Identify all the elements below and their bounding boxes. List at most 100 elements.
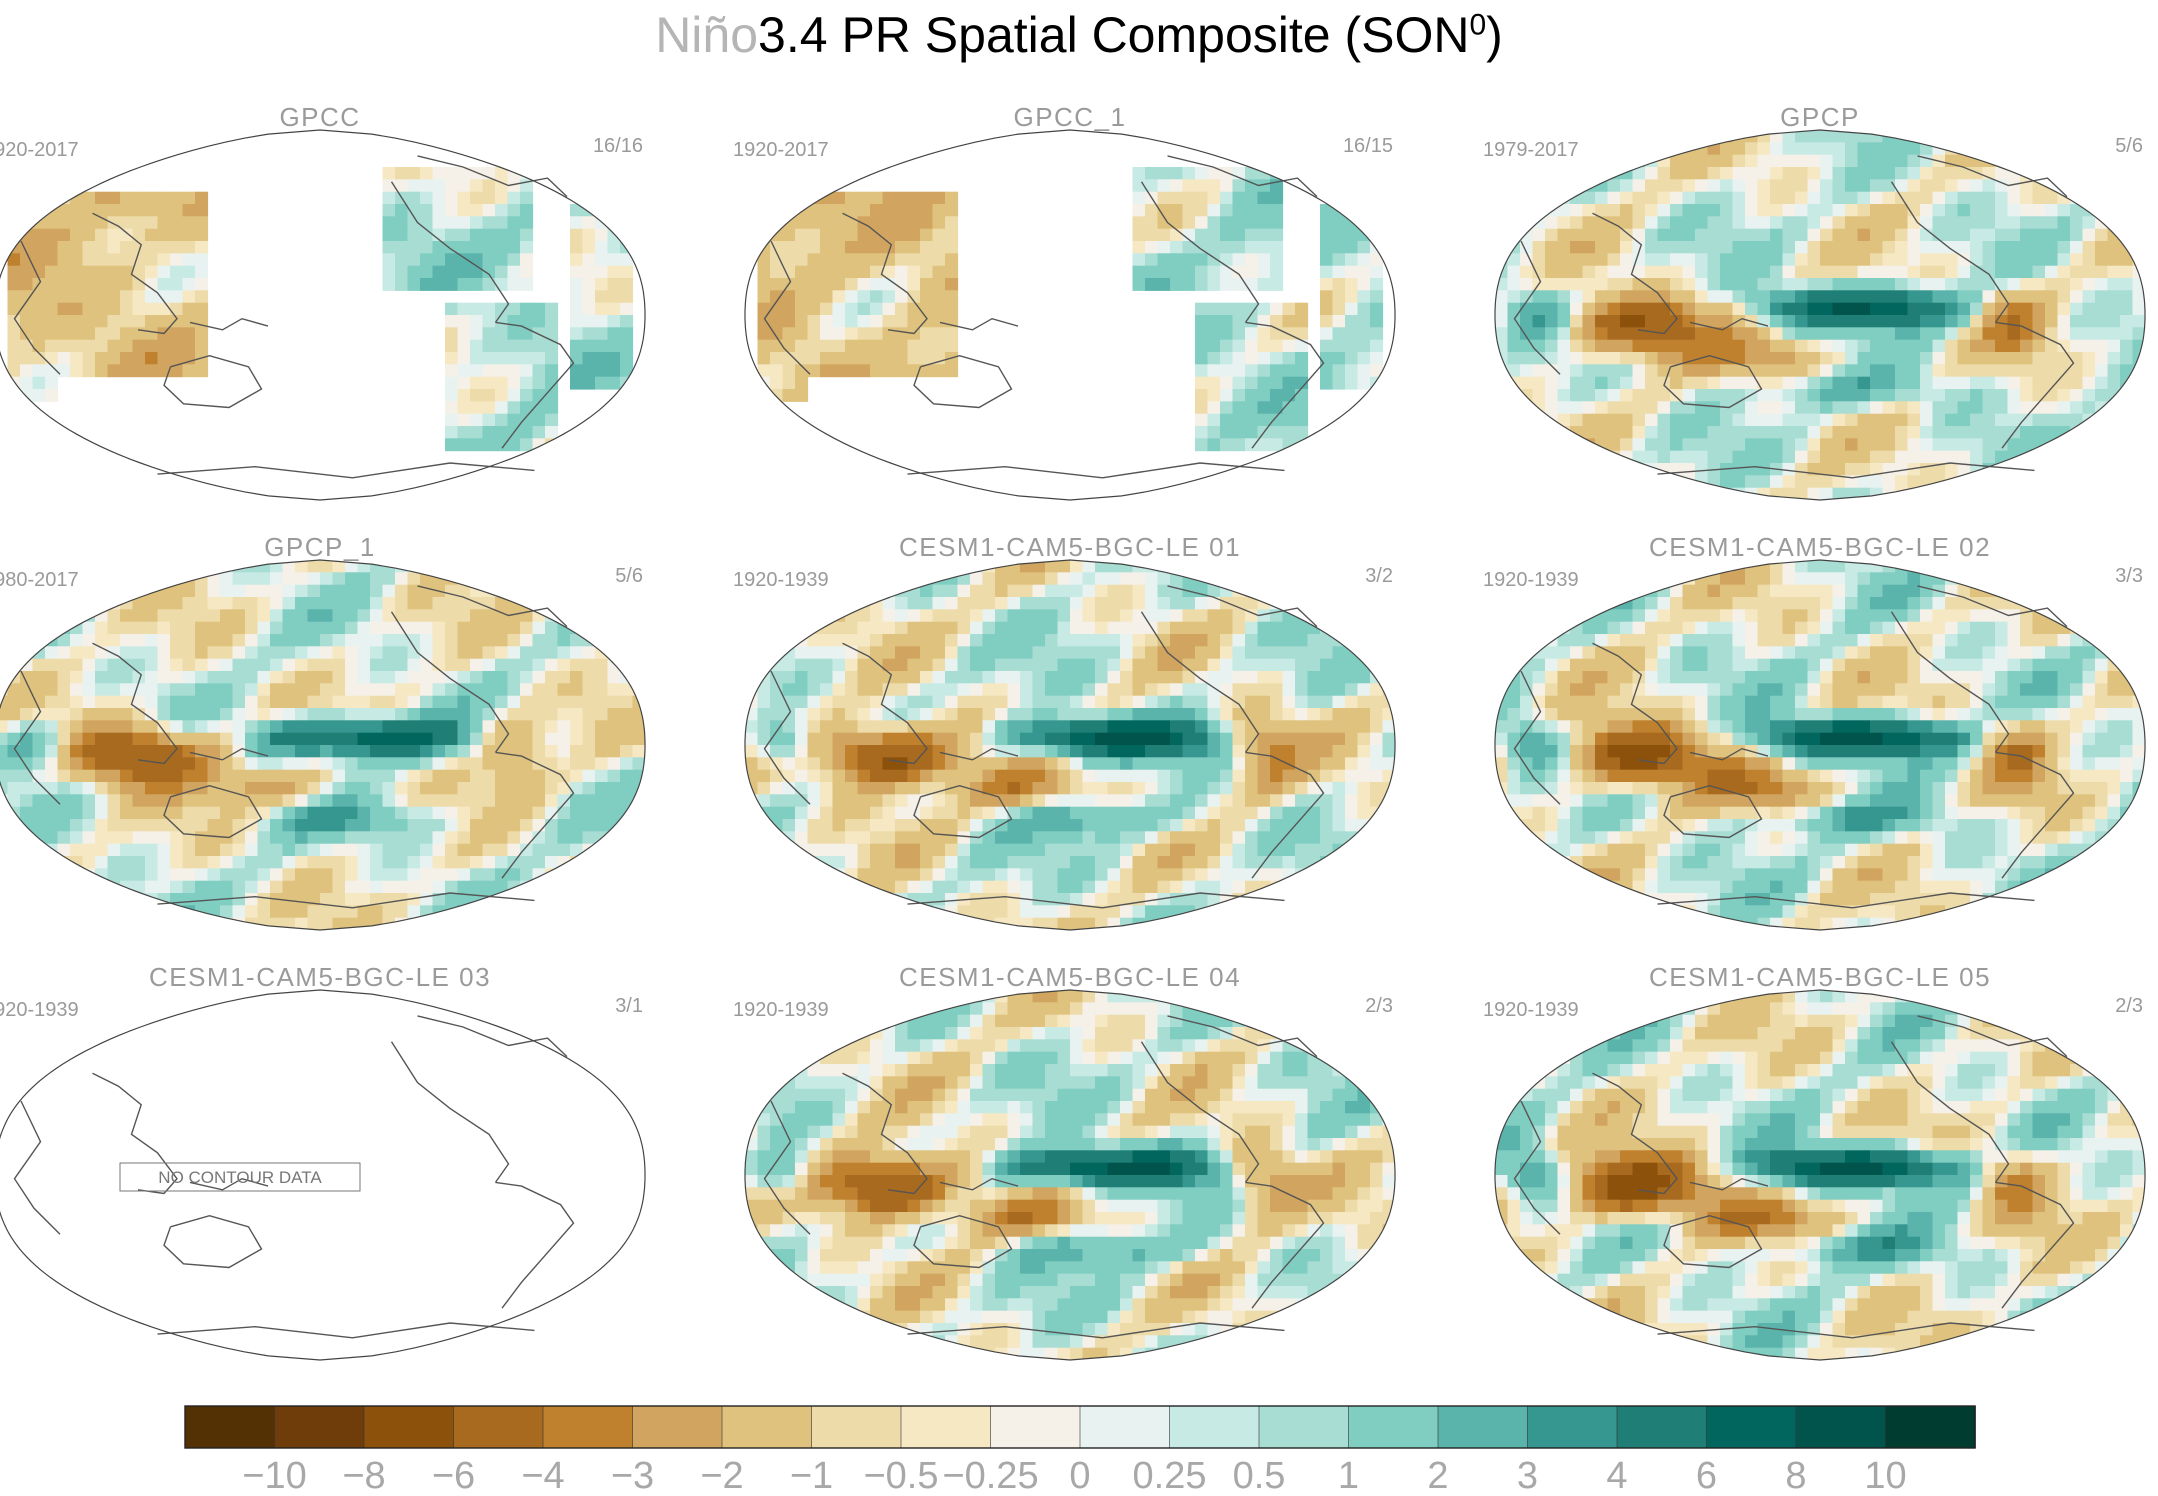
colorbar-tick-label: −6 xyxy=(432,1455,475,1496)
colorbar-swatch xyxy=(1079,1405,1171,1449)
coastline xyxy=(763,585,1325,909)
colorbar-tick-label: −0.25 xyxy=(942,1455,1038,1496)
colorbar-swatch xyxy=(1258,1405,1350,1449)
map-panel: CESM1-CAM5-BGC-LE 01 1920-1939 3/2 xyxy=(733,532,1396,931)
panel-counts: 3/3 xyxy=(2115,565,2143,587)
panel-years: 1980-2017 xyxy=(0,569,79,591)
coastline xyxy=(13,585,575,909)
panel-years: 1920-1939 xyxy=(1483,999,1579,1021)
map-field xyxy=(0,130,645,500)
map-outline xyxy=(0,989,646,1361)
colorbar-swatch xyxy=(990,1405,1081,1449)
colorbar-tick-label: 0.5 xyxy=(1233,1455,1286,1496)
panel-years: 1920-1939 xyxy=(733,569,829,591)
colorbar-tick-label: 6 xyxy=(1696,1455,1717,1496)
panel-counts: 3/1 xyxy=(615,995,643,1017)
colorbar-swatch xyxy=(900,1405,992,1449)
colorbar-tick-label: 3 xyxy=(1517,1455,1538,1496)
colorbar-swatch xyxy=(1437,1405,1529,1449)
map-outline xyxy=(744,559,1396,931)
colorbar-swatch xyxy=(542,1405,634,1449)
chart-title: Niño3.4 PR Spatial Composite (SON0) xyxy=(655,7,1503,63)
colorbar-tick-label: 10 xyxy=(1864,1455,1906,1496)
panel-years: 1920-2017 xyxy=(733,139,829,161)
coastline xyxy=(1513,585,2075,909)
colorbar-swatch xyxy=(811,1405,902,1449)
no-data-box xyxy=(119,1162,361,1192)
panel-title: GPCC_1 xyxy=(1013,102,1126,132)
colorbar-swatch xyxy=(453,1405,544,1449)
colorbar-tick-label: −2 xyxy=(700,1455,743,1496)
panel-counts: 16/15 xyxy=(1343,135,1393,157)
colorbar-tick-label: 8 xyxy=(1785,1455,1806,1496)
map-field xyxy=(745,130,1395,500)
colorbar-tick-label: −1 xyxy=(790,1455,833,1496)
colorbar-swatch xyxy=(1527,1405,1618,1449)
coastline xyxy=(1513,155,2075,479)
coastline xyxy=(13,155,575,479)
panel-title: GPCP_1 xyxy=(264,532,376,562)
no-data-message: NO CONTOUR DATA xyxy=(158,1168,322,1187)
map-field xyxy=(1495,990,2145,1360)
map-outline xyxy=(744,989,1396,1361)
colorbar-swatch xyxy=(1885,1405,1976,1449)
colorbar-swatch xyxy=(1795,1405,1887,1449)
map-outline xyxy=(744,129,1396,501)
colorbar-tick-label: 2 xyxy=(1427,1455,1448,1496)
map-panel: GPCC_1 1920-2017 16/15 xyxy=(733,102,1396,501)
colorbar-swatch xyxy=(632,1405,723,1449)
panel-title: CESM1-CAM5-BGC-LE 02 xyxy=(1649,532,1991,562)
panel-counts: 3/2 xyxy=(1365,565,1393,587)
panel-years: 1920-1939 xyxy=(1483,569,1579,591)
colorbar-tick-label: −8 xyxy=(342,1455,385,1496)
panel-title: CESM1-CAM5-BGC-LE 04 xyxy=(899,962,1241,992)
map-panels: GPCC1920-201716/16GPCC_11920-201716/15GP… xyxy=(0,102,2146,1361)
panel-years: 1920-1939 xyxy=(0,999,79,1021)
map-outline xyxy=(1494,989,2146,1361)
colorbar-tick-label: −4 xyxy=(521,1455,564,1496)
panel-years: 1920-1939 xyxy=(733,999,829,1021)
map-panel: GPCP_1 1980-2017 5/6 xyxy=(0,532,646,931)
coastline xyxy=(763,155,1325,479)
panel-title: CESM1-CAM5-BGC-LE 05 xyxy=(1649,962,1991,992)
map-outline xyxy=(0,559,646,931)
map-panel: CESM1-CAM5-BGC-LE 02 1920-1939 3/3 xyxy=(1483,532,2146,931)
map-panel: CESM1-CAM5-BGC-LE 04 1920-1939 2/3 xyxy=(733,962,1396,1361)
map-panel: GPCC 1920-2017 16/16 xyxy=(0,102,646,501)
panel-title: CESM1-CAM5-BGC-LE 01 xyxy=(899,532,1241,562)
panel-title: GPCP xyxy=(1780,102,1860,132)
coastline xyxy=(1513,1015,2075,1339)
colorbar-tick-label: 1 xyxy=(1338,1455,1359,1496)
panel-years: 1920-2017 xyxy=(0,139,79,161)
panel-title: GPCC xyxy=(279,102,360,132)
colorbar-tick-label: −10 xyxy=(242,1455,306,1496)
colorbar-swatch xyxy=(1169,1405,1260,1449)
colorbar-tick-label: −0.5 xyxy=(863,1455,938,1496)
panel-counts: 5/6 xyxy=(615,565,643,587)
colorbar-swatch xyxy=(721,1405,813,1449)
map-field xyxy=(745,990,1395,1360)
coastline xyxy=(13,1015,575,1339)
panel-counts: 2/3 xyxy=(2115,995,2143,1017)
colorbar-swatch xyxy=(184,1405,276,1449)
map-outline xyxy=(1494,129,2146,501)
colorbar-swatch xyxy=(1616,1405,1708,1449)
panel-counts: 2/3 xyxy=(1365,995,1393,1017)
map-panel: CESM1-CAM5-BGC-LE 03 1920-1939 3/1 NO CONTO… xyxy=(0,962,646,1361)
panel-counts: 16/16 xyxy=(593,135,643,157)
map-panel: GPCP 1979-2017 5/6 xyxy=(1483,102,2146,501)
map-field xyxy=(1495,130,2145,500)
colorbar-frame xyxy=(184,1405,1976,1449)
map-field xyxy=(1495,560,2145,930)
map-outline xyxy=(0,129,646,501)
colorbar-swatch xyxy=(1706,1405,1797,1449)
panel-title: CESM1-CAM5-BGC-LE 03 xyxy=(149,962,491,992)
map-outline xyxy=(1494,559,2146,931)
colorbar-tick-label: 4 xyxy=(1606,1455,1627,1496)
map-panel: CESM1-CAM5-BGC-LE 05 1920-1939 2/3 xyxy=(1483,962,2146,1361)
panel-counts: 5/6 xyxy=(2115,135,2143,157)
coastline xyxy=(763,1015,1325,1339)
colorbar: −10 −8 −6 −4 −3 −2 −1 −0.5 −0.25 0 0.25 0.5 1 2 3 4 6 8 10 xyxy=(184,1405,1976,1496)
colorbar-swatch xyxy=(363,1405,455,1449)
colorbar-tick-label: 0.25 xyxy=(1133,1455,1207,1496)
